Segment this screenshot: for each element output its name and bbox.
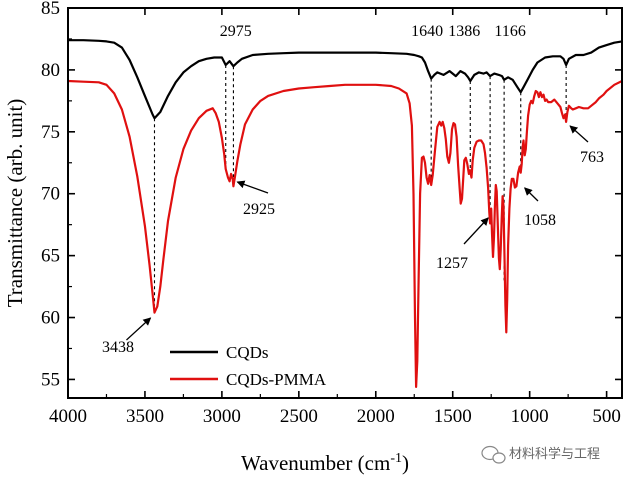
series-line-cqds-pmma (67, 79, 623, 388)
plot-frame (67, 7, 623, 399)
x-tick-label-3500: 3500 (126, 406, 164, 427)
peak-arrow-2925 (236, 180, 269, 194)
peak-arrow-1257 (463, 217, 489, 245)
x-tick-label-4000: 4000 (49, 406, 87, 427)
watermark: 材料科学与工程 (481, 445, 600, 464)
peak-arrow-763 (569, 125, 589, 143)
peak-arrow-1058 (524, 187, 539, 202)
y-tick-label-70: 70 (41, 184, 60, 205)
watermark-text: 材料科学与工程 (509, 446, 600, 462)
peak-label-763: 763 (580, 149, 604, 166)
legend-label-cqds-pmma: CQDs-PMMA (226, 370, 327, 389)
legend-label-cqds: CQDs (226, 343, 269, 362)
y-axis-title: Transmittance (arb. unit) (3, 99, 27, 308)
wechat-icon (481, 445, 506, 464)
x-tick-label-500: 500 (592, 406, 621, 427)
y-tick-label-55: 55 (41, 369, 60, 390)
peak-label-1386: 1386 (448, 23, 480, 40)
axes: 4000 3500 3000 2500 2000 1500 1000 500 55 60 65 70 7… (3, 0, 623, 475)
peak-label-1640: 1640 (411, 23, 443, 40)
peak-label-3438: 3438 (102, 339, 134, 356)
peak-label-1257: 1257 (436, 255, 468, 272)
peak-arrow-3438 (126, 317, 152, 341)
x-tick-label-3000: 3000 (203, 406, 241, 427)
y-tick-label-60: 60 (41, 308, 60, 329)
y-tick-label-80: 80 (41, 60, 60, 81)
x-tick-label-1500: 1500 (434, 406, 472, 427)
series-line-cqds (68, 39, 623, 120)
peak-label-1166: 1166 (494, 23, 525, 40)
x-axis-title: Wavenumber (cm-1) (241, 451, 409, 475)
series-lines (67, 39, 623, 388)
peak-label-2925: 2925 (243, 201, 275, 218)
legend: CQDs CQDs-PMMA (170, 343, 327, 389)
wechat-bubble-small (492, 452, 506, 464)
y-tick-label-75: 75 (41, 122, 60, 143)
x-tick-label-1000: 1000 (511, 406, 549, 427)
y-tick-label-85: 85 (41, 0, 60, 19)
y-tick-label-65: 65 (41, 246, 60, 267)
peak-label-1058: 1058 (524, 212, 556, 229)
peak-label-2975: 2975 (220, 23, 252, 40)
annotation-labels: 2975 1640 1386 1166 3438 2925 1257 1058 763 (102, 23, 604, 356)
annotation-guides (153, 64, 567, 313)
x-tick-label-2000: 2000 (357, 406, 395, 427)
x-tick-label-2500: 2500 (280, 406, 318, 427)
